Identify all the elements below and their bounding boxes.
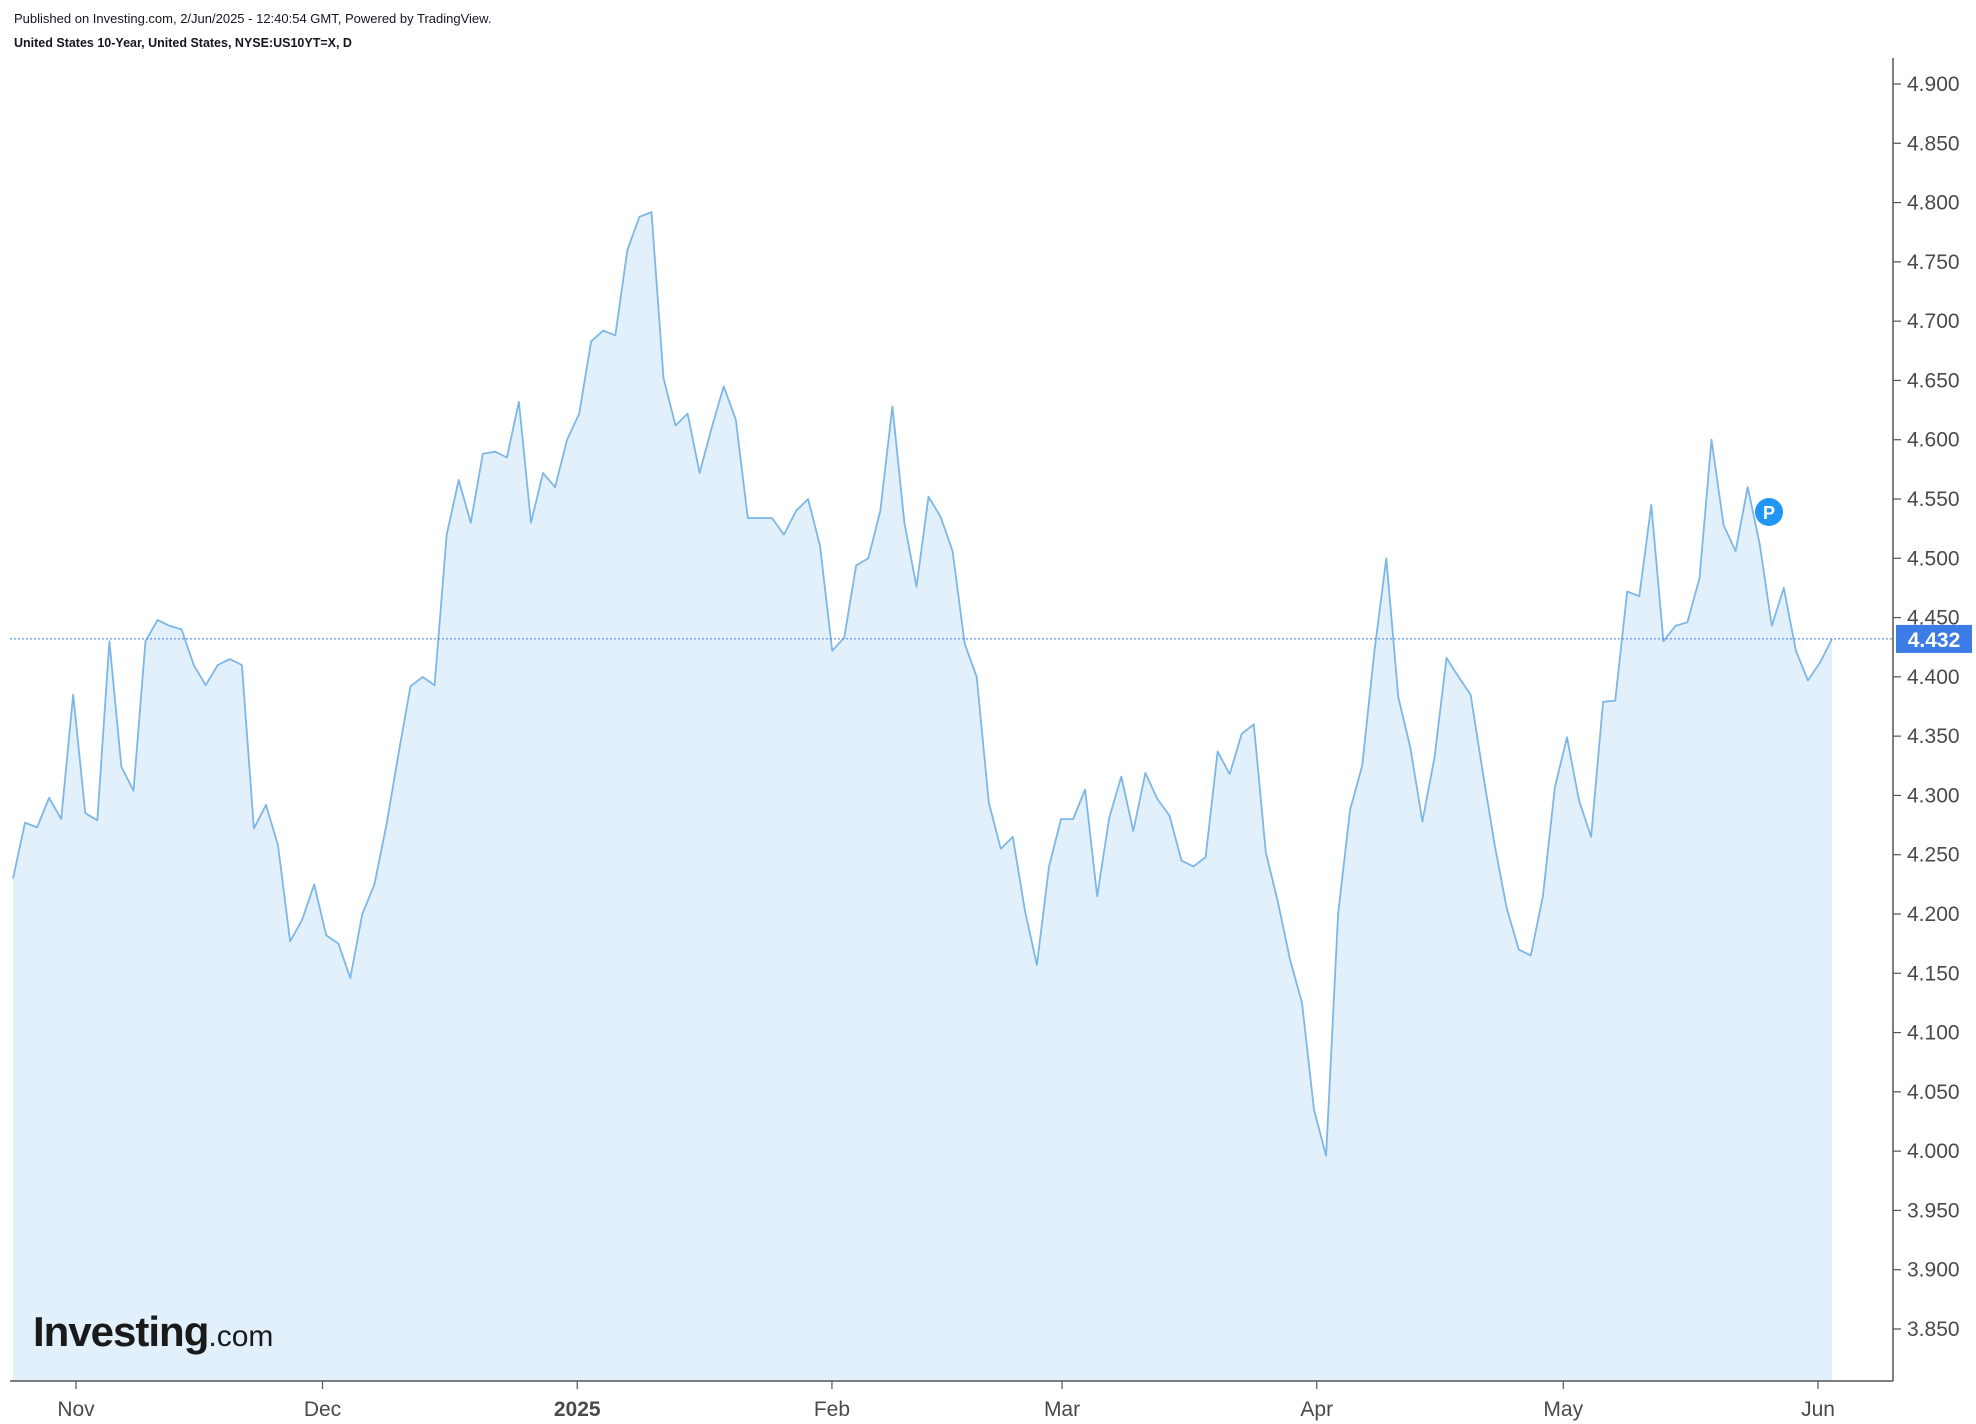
y-tick-label: 3.900 xyxy=(1907,1259,1960,1282)
published-caption: Published on Investing.com, 2/Jun/2025 -… xyxy=(14,11,492,26)
series-line xyxy=(12,211,1833,1157)
y-tick-label: 4.250 xyxy=(1907,844,1960,867)
y-tick-label: 4.500 xyxy=(1907,547,1960,570)
x-tick-label: Jun xyxy=(1801,1398,1835,1421)
y-tick-label: 4.150 xyxy=(1907,962,1960,985)
x-axis: Nov Dec 2025 Feb Mar Apr May Jun xyxy=(57,1381,1835,1421)
y-tick-label: 4.750 xyxy=(1907,251,1960,274)
last-price-label: 4.432 xyxy=(1908,629,1961,652)
y-tick-label: 3.850 xyxy=(1907,1318,1960,1341)
p-marker-icon[interactable] xyxy=(1755,498,1783,526)
y-tick-label: 4.850 xyxy=(1907,132,1960,155)
y-tick-label: 4.050 xyxy=(1907,1081,1960,1104)
x-tick-label: May xyxy=(1543,1398,1583,1421)
y-axis: 4.900 4.850 4.800 4.750 4.700 4.650 4.600 4.550… xyxy=(1893,73,1960,1341)
p-marker-label: P xyxy=(1763,503,1775,523)
y-tick-label: 4.350 xyxy=(1907,725,1960,748)
x-tick-label: 2025 xyxy=(554,1398,601,1421)
y-tick-label: 4.900 xyxy=(1907,73,1960,96)
x-tick-label: Dec xyxy=(304,1398,341,1421)
y-tick-label: 4.800 xyxy=(1907,192,1960,215)
logo-brand: Investing xyxy=(33,1308,209,1355)
y-tick-label: 4.550 xyxy=(1907,488,1960,511)
logo-tld: .com xyxy=(208,1320,274,1353)
overlay-layer: 4.432 P xyxy=(10,498,1972,653)
y-tick-label: 4.300 xyxy=(1907,784,1960,807)
symbol-title: United States 10-Year, United States, NY… xyxy=(14,36,352,50)
y-tick-label: 3.950 xyxy=(1907,1199,1960,1222)
y-tick-label: 4.200 xyxy=(1907,903,1960,926)
x-tick-label: Nov xyxy=(57,1398,95,1421)
last-price-tag xyxy=(1896,624,1972,653)
area-fill xyxy=(13,212,1832,1382)
area-layer xyxy=(12,211,1833,1382)
investing-logo: Investing.com xyxy=(33,1308,273,1356)
y-tick-label: 4.450 xyxy=(1907,607,1960,630)
y-tick-label: 4.650 xyxy=(1907,369,1960,392)
y-tick-label: 4.400 xyxy=(1907,666,1960,689)
x-tick-label: Apr xyxy=(1300,1398,1333,1421)
y-tick-label: 4.600 xyxy=(1907,429,1960,452)
y-tick-label: 4.000 xyxy=(1907,1140,1960,1163)
axes-layer xyxy=(10,58,1894,1382)
x-tick-label: Feb xyxy=(814,1398,850,1421)
x-tick-label: Mar xyxy=(1044,1398,1080,1421)
y-tick-label: 4.100 xyxy=(1907,1022,1960,1045)
y-tick-label: 4.700 xyxy=(1907,310,1960,333)
